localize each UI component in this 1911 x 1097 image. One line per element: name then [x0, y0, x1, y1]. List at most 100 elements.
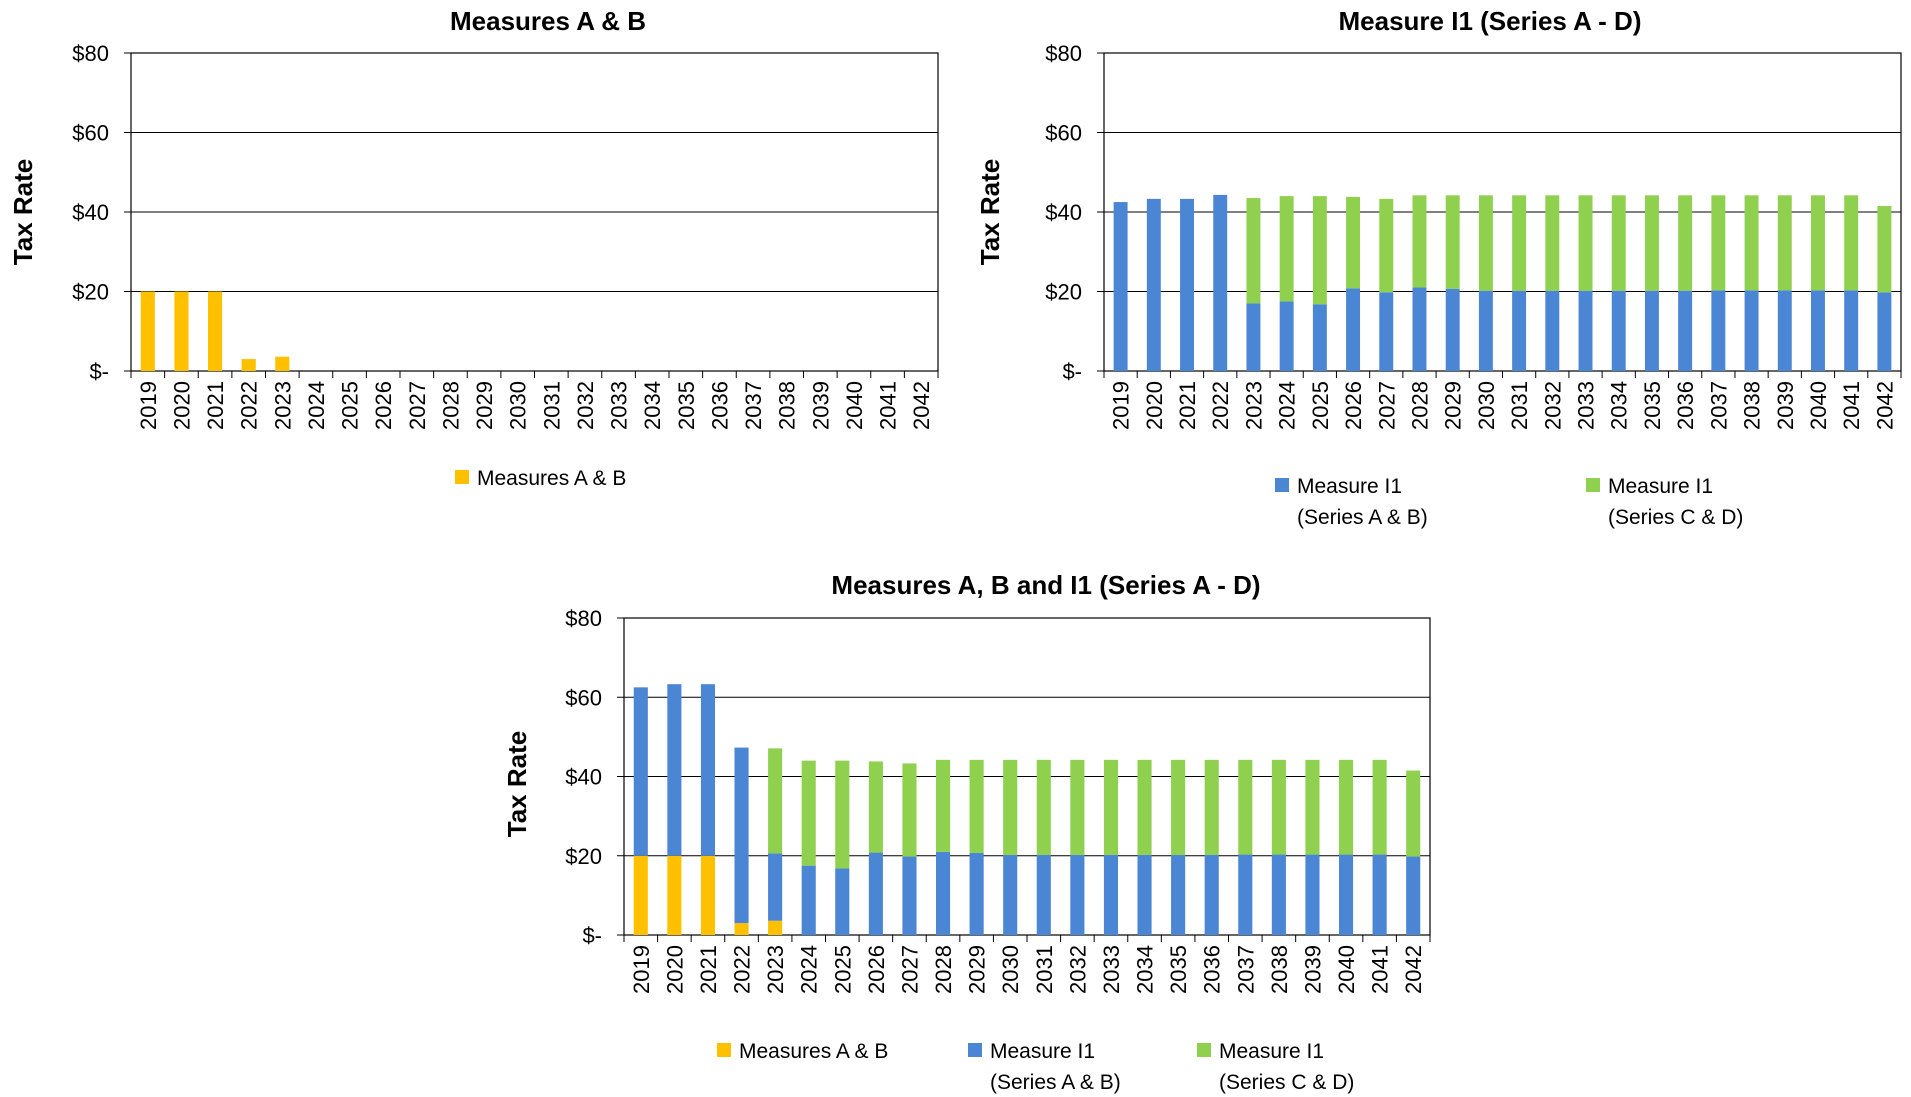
x-tick-label: 2041: [1368, 945, 1393, 994]
bar-i1-ab-2023: [768, 853, 783, 921]
y-axis-label: Tax Rate: [975, 159, 1005, 265]
x-tick-label: 2040: [1334, 945, 1359, 994]
legend-label-line2: (Series A & B): [990, 1071, 1121, 1094]
bar-i1-ab-2039: [1777, 290, 1792, 371]
bar-i1-ab-2021: [700, 684, 716, 856]
x-tick-label: 2034: [1607, 381, 1632, 430]
y-tick-label: $20: [72, 280, 109, 305]
bar-measures-ab-2021: [208, 291, 223, 371]
bar-i1-ab-2027: [1379, 292, 1394, 371]
x-tick-label: 2034: [640, 381, 665, 430]
bar-i1-ab-2030: [1003, 854, 1018, 935]
bar-i1-cd-2026: [868, 761, 883, 853]
x-tick-label: 2021: [203, 381, 228, 430]
x-tick-label: 2024: [797, 945, 822, 994]
bar-i1-ab-2032: [1545, 290, 1560, 371]
bar-i1-ab-2041: [1844, 290, 1859, 371]
bar-i1-ab-2028: [1412, 287, 1427, 371]
bar-i1-ab-2019: [633, 687, 648, 856]
bar-i1-cd-2032: [1545, 195, 1560, 291]
bar-i1-ab-2020: [1146, 198, 1161, 371]
x-tick-label: 2019: [1109, 381, 1134, 430]
x-tick-label: 2020: [169, 381, 194, 430]
x-tick-label: 2035: [1640, 381, 1665, 430]
bar-i1-ab-2037: [1238, 854, 1253, 935]
legend-label: Measure I1: [990, 1040, 1095, 1063]
bar-i1-ab-2027: [902, 856, 917, 935]
x-tick-label: 2027: [1374, 381, 1399, 430]
bar-i1-cd-2038: [1271, 759, 1286, 855]
x-tick-label: 2040: [1806, 381, 1831, 430]
legend-swatch-i1-ab: [1275, 478, 1289, 492]
x-tick-label: 2029: [472, 381, 497, 430]
bar-i1-cd-2026: [1346, 196, 1361, 289]
x-tick-label: 2032: [573, 381, 598, 430]
x-tick-label: 2024: [304, 381, 329, 430]
bar-measures-ab-2023: [275, 356, 290, 371]
x-tick-label: 2029: [965, 945, 990, 994]
y-tick-label: $40: [565, 765, 602, 790]
bar-i1-ab-2036: [1678, 290, 1693, 371]
x-tick-label: 2035: [1166, 945, 1191, 994]
legend-label: Measure I1: [1608, 475, 1713, 498]
x-tick-label: 2042: [909, 381, 934, 430]
bar-i1-cd-2034: [1137, 759, 1152, 855]
x-tick-label: 2031: [539, 381, 564, 430]
bar-i1-cd-2024: [1279, 196, 1294, 302]
bar-i1-cd-2039: [1305, 759, 1320, 855]
x-tick-label: 2027: [897, 945, 922, 994]
bar-i1-cd-2027: [1379, 198, 1394, 293]
x-tick-label: 2037: [1233, 945, 1258, 994]
x-tick-label: 2030: [1474, 381, 1499, 430]
x-tick-label: 2036: [1673, 381, 1698, 430]
bar-measures-ab-2019: [140, 291, 155, 371]
bar-i1-ab-2031: [1036, 854, 1051, 935]
x-tick-label: 2028: [438, 381, 463, 430]
y-tick-label: $80: [565, 606, 602, 631]
y-tick-label: $40: [72, 200, 109, 225]
bar-i1-cd-2037: [1238, 759, 1253, 855]
chart-title: Measure I1 (Series A - D): [1339, 6, 1642, 36]
legend-label: Measures A & B: [477, 467, 626, 490]
x-tick-label: 2028: [931, 945, 956, 994]
bar-i1-cd-2028: [1412, 195, 1427, 288]
chart-3: Measures A, B and I1 (Series A - D) Tax R…: [502, 570, 1431, 1094]
bar-i1-ab-2019: [1113, 202, 1128, 371]
bar-i1-ab-2024: [1279, 301, 1294, 371]
x-tick-label: 2022: [237, 381, 262, 430]
bar-i1-cd-2033: [1578, 195, 1593, 291]
bar-measures-ab-2020: [174, 291, 189, 371]
bar-i1-cd-2025: [835, 760, 850, 869]
x-tick-label: 2040: [842, 381, 867, 430]
bar-i1-cd-2034: [1611, 195, 1626, 291]
bar-i1-ab-2025: [835, 868, 850, 935]
y-tick-label: $80: [1045, 41, 1082, 66]
x-tick-label: 2025: [830, 945, 855, 994]
y-tick-label: $80: [72, 41, 109, 66]
x-tick-label: 2037: [741, 381, 766, 430]
legend-label-line2: (Series C & D): [1219, 1071, 1354, 1094]
x-tick-label: 2028: [1407, 381, 1432, 430]
bar-i1-ab-2035: [1644, 290, 1659, 371]
bar-i1-ab-2020: [667, 684, 682, 856]
x-tick-label: 2019: [629, 945, 654, 994]
y-tick-label: $20: [565, 844, 602, 869]
x-tick-label: 2038: [1740, 381, 1765, 430]
x-tick-label: 2020: [662, 945, 687, 994]
x-tick-label: 2031: [1507, 381, 1532, 430]
x-tick-label: 2039: [1773, 381, 1798, 430]
bar-i1-cd-2031: [1036, 759, 1051, 855]
bar-i1-cd-2036: [1678, 195, 1693, 291]
bar-i1-cd-2033: [1103, 759, 1119, 855]
chart-1: Measures A & B Tax Rate $80 $60 $40 $20 $- 2019…: [8, 6, 939, 490]
x-tick-label: 2026: [864, 945, 889, 994]
bar-i1-cd-2029: [1445, 195, 1460, 289]
x-tick-label: 2022: [730, 945, 755, 994]
bar-i1-ab-2035: [1171, 854, 1186, 935]
y-tick-label: $60: [1045, 121, 1082, 146]
chart-title: Measures A, B and I1 (Series A - D): [831, 570, 1260, 600]
legend-label: Measure I1: [1219, 1040, 1324, 1063]
bar-i1-ab-2036: [1204, 854, 1219, 935]
bar-i1-cd-2023: [1246, 198, 1261, 304]
bar-i1-ab-2022: [1213, 194, 1228, 371]
